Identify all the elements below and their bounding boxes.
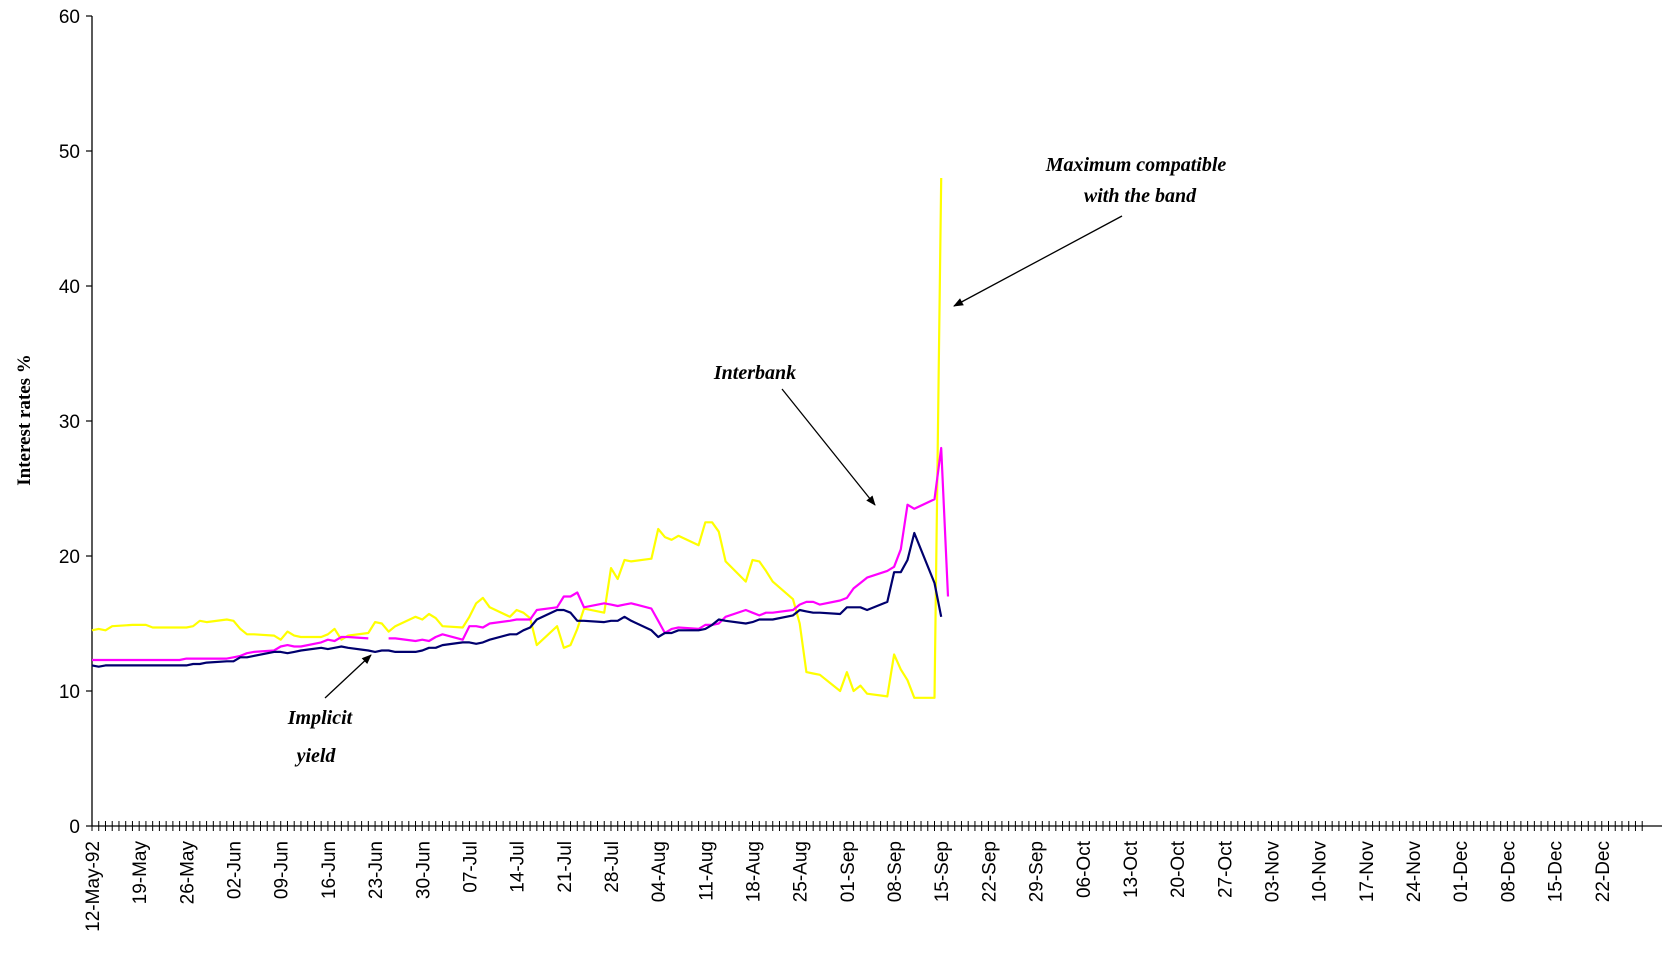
x-tick-label: 12-May-92 [83,841,104,932]
x-tick-label: 08-Sep [885,841,906,902]
x-tick-label: 22-Dec [1593,841,1614,902]
y-tick-label: 0 [69,817,80,838]
annotation-interbank: Interbank [713,362,876,506]
x-tick-label: 24-Nov [1404,841,1425,903]
x-tick-label: 26-May [177,841,198,905]
x-tick-label: 10-Nov [1310,841,1331,903]
x-tick-label: 03-Nov [1263,841,1284,903]
annotation-maximum-line-2: with the band [1084,185,1197,207]
y-axis-title: Interest rates % [14,354,35,486]
series-line-2 [91,531,943,668]
annotation-implicit-line-2: yield [295,745,337,767]
x-tick-label: 15-Sep [932,841,953,902]
x-tick-label: 09-Jun [272,841,293,899]
annotation-implicit-line-1: Implicit [287,707,354,729]
x-tick-label: 06-Oct [1074,840,1095,898]
x-tick-label: 28-Jul [602,841,623,893]
y-tick-label: 60 [59,7,80,28]
y-tick-label: 50 [59,142,80,163]
x-tick-label: 29-Sep [1027,841,1048,902]
y-axis-ticks: 0 10 20 30 40 50 60 [59,7,92,838]
x-tick-label: 08-Dec [1498,841,1519,902]
annotation-maximum-compatible: Maximum compatible with the band [953,154,1227,307]
x-tick-label: 02-Jun [225,841,246,899]
x-tick-label: 21-Jul [555,841,576,893]
x-tick-label: 01-Dec [1451,841,1472,902]
x-tick-label: 27-Oct [1215,840,1236,898]
x-tick-label: 16-Jun [319,841,340,899]
x-tick-label: 23-Jun [366,841,387,899]
x-tick-label: 17-Nov [1357,841,1378,903]
annotation-implicit-yield: Implicit yield [287,654,372,767]
x-tick-label: 15-Dec [1546,841,1567,902]
annotation-maximum-arrow [953,215,1123,307]
y-tick-label: 40 [59,277,80,298]
y-tick-label: 30 [59,412,80,433]
annotation-interbank-arrow [781,388,876,506]
x-tick-label: 14-Jul [508,841,529,893]
x-tick-label: 04-Aug [649,841,670,902]
x-tick-label: 30-Jun [413,841,434,899]
series-layer [91,177,950,699]
x-axis-ticks: 12-May-92 19-May 26-May 02-Jun 09-Jun 16-Jun 2… [83,821,1643,932]
y-tick-label: 10 [59,682,80,703]
x-tick-label: 01-Sep [838,841,859,902]
annotation-implicit-arrow [324,654,372,699]
x-tick-label: 20-Oct [1168,840,1189,898]
x-tick-label: 13-Oct [1121,840,1142,898]
x-tick-label: 25-Aug [791,841,812,902]
x-tick-label: 19-May [130,841,151,905]
series-line-1 [92,446,950,662]
annotation-maximum-line-1: Maximum compatible [1045,154,1227,176]
y-tick-label: 20 [59,547,80,568]
x-tick-label: 07-Jul [460,841,481,893]
x-tick-label: 22-Sep [979,841,1000,902]
annotation-interbank-label: Interbank [713,362,796,384]
series-line-0 [91,177,943,699]
x-tick-label: 18-Aug [744,841,765,902]
x-tick-label: 11-Aug [696,841,717,901]
